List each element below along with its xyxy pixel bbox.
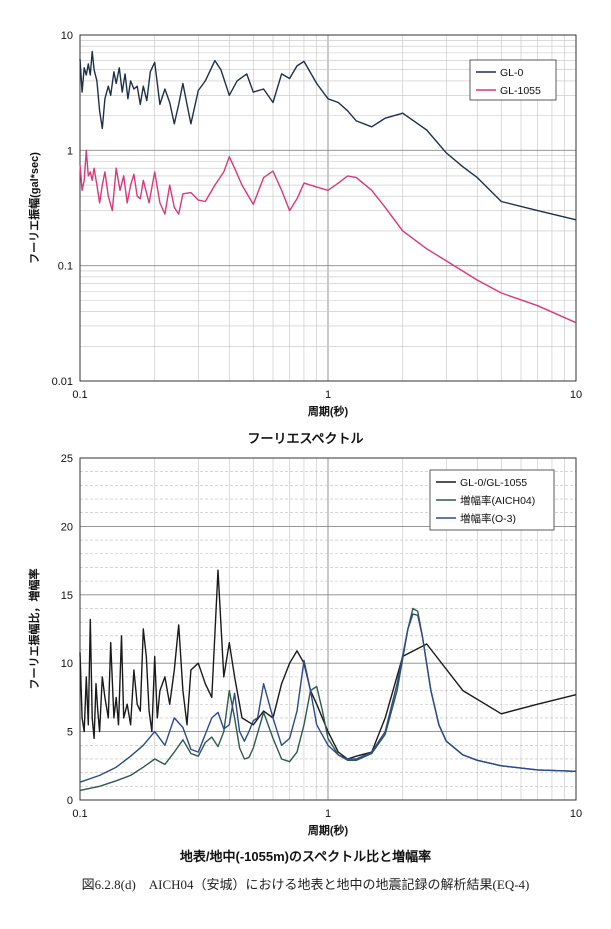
- chart2-x-tick-label-1: 1: [325, 808, 331, 820]
- chart1-plot-frame: [79, 34, 577, 382]
- chart2-x-tick-label-2: 10: [570, 808, 582, 820]
- chart2-y-tick-label-5: 0: [67, 795, 73, 807]
- chart2-plot-frame: [79, 457, 577, 801]
- chart2-legend-label-1: GL-0/GL-1055: [460, 477, 527, 489]
- chart2-y-tick-label-1: 20: [61, 521, 73, 533]
- chart2-title: 地表/地中(-1055m)のスペクトル比と増幅率: [179, 849, 432, 864]
- chart1-title: フーリエスペクトル: [247, 431, 364, 446]
- chart2-y-tick-label-3: 10: [61, 658, 73, 670]
- chart1-y-tick-label-3: 0.01: [52, 376, 73, 388]
- chart2-legend-label-3: 増幅率(O-3): [460, 512, 516, 525]
- figure-caption: 図6.2.8(d) AICH04（安城）における地表と地中の地震記録の解析結果(…: [81, 877, 530, 892]
- chart1-y-tick-label-0: 10: [61, 30, 73, 42]
- chart2-y-tick-label-4: 5: [67, 727, 73, 739]
- chart1-x-tick-label-2: 10: [570, 389, 582, 401]
- chart1-series-line-2: [79, 149, 577, 324]
- chart1-legend-label-2: GL-1055: [500, 85, 541, 97]
- chart2-legend-label-2: 増幅率(AICH04): [460, 494, 535, 507]
- chart1-legend-box: [469, 59, 557, 101]
- chart1-x-tick-label-0: 0.1: [72, 389, 87, 401]
- chart2-x-tick-label-0: 0.1: [72, 808, 87, 820]
- chart2-x-axis-label: 周期(秒): [308, 823, 349, 837]
- chart1-y-tick-label-2: 0.1: [58, 261, 73, 273]
- chart1-legend-label-1: GL-0: [500, 67, 524, 79]
- chart1-series-line-1: [79, 50, 577, 221]
- chart2-y-tick-label-0: 25: [61, 453, 73, 465]
- chart2-y-axis-label: フーリエ振幅比，増幅率: [27, 569, 41, 690]
- chart1-y-axis-label: フーリエ振幅(gal*sec): [27, 152, 41, 264]
- chart2-series-line-3: [79, 613, 577, 783]
- chart1-x-tick-label-1: 1: [325, 389, 331, 401]
- chart2-y-tick-label-2: 15: [61, 590, 73, 602]
- chart1-y-tick-label-1: 1: [67, 145, 73, 157]
- chart1-x-axis-label: 周期(秒): [308, 404, 349, 418]
